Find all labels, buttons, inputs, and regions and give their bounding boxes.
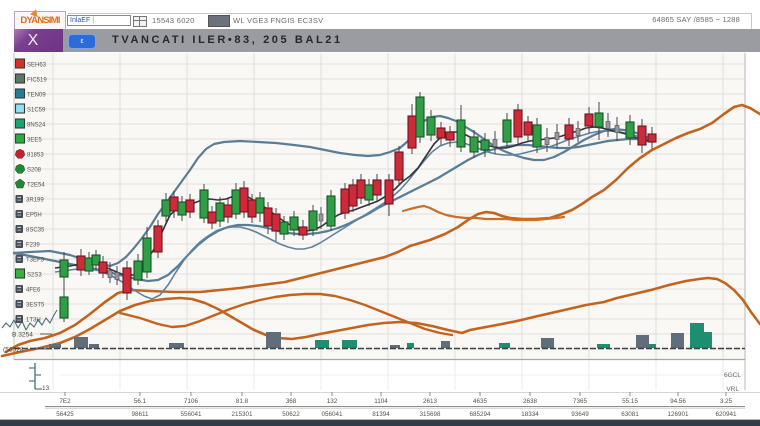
svg-text:56.1: 56.1: [134, 398, 147, 405]
svg-text:81394: 81394: [372, 411, 390, 418]
svg-text:98611: 98611: [131, 411, 149, 418]
svg-text:556041: 556041: [180, 411, 202, 418]
svg-text:315698: 315698: [419, 411, 441, 418]
svg-text:55.15: 55.15: [622, 398, 638, 405]
svg-text:T3EF3: T3EF3: [26, 258, 45, 264]
svg-text:7E2: 7E2: [59, 398, 71, 405]
svg-text:3R199: 3R199: [26, 198, 44, 204]
svg-text:3EE5: 3EE5: [27, 138, 42, 144]
svg-text:4635: 4635: [473, 398, 488, 405]
svg-text:126901: 126901: [667, 411, 689, 418]
svg-text:1T3H: 1T3H: [26, 318, 41, 324]
svg-text:18334: 18334: [521, 411, 539, 418]
svg-text:93649: 93649: [571, 411, 589, 418]
svg-text:4FE6: 4FE6: [26, 288, 41, 294]
svg-text:S2S3: S2S3: [27, 273, 42, 279]
svg-text:685294: 685294: [469, 411, 491, 418]
svg-text:215301: 215301: [231, 411, 253, 418]
svg-text:620941: 620941: [715, 411, 737, 418]
svg-text:368: 368: [286, 398, 297, 405]
svg-text:T2E54: T2E54: [27, 183, 45, 189]
svg-text:50622: 50622: [282, 411, 300, 418]
svg-text:13: 13: [42, 385, 50, 392]
svg-text:S1C59: S1C59: [27, 108, 46, 114]
svg-text:B.3254: B.3254: [12, 332, 33, 339]
svg-text:(56528: (56528: [3, 347, 24, 354]
svg-text:2638: 2638: [523, 398, 538, 405]
svg-text:1104: 1104: [374, 398, 388, 405]
svg-text:TEN09: TEN09: [27, 93, 46, 99]
svg-text:8NS24: 8NS24: [27, 123, 46, 129]
svg-text:81853: 81853: [27, 153, 44, 159]
svg-text:SEH63: SEH63: [27, 63, 47, 69]
svg-text:56425: 56425: [56, 411, 74, 418]
svg-text:7106: 7106: [184, 398, 199, 405]
svg-text:3EST5: 3EST5: [26, 303, 45, 309]
svg-text:056041: 056041: [321, 411, 343, 418]
svg-text:S208: S208: [27, 168, 42, 174]
svg-text:2613: 2613: [423, 398, 438, 405]
svg-text:6GCL: 6GCL: [724, 372, 741, 379]
svg-text:94.56: 94.56: [670, 398, 686, 405]
svg-text:7365: 7365: [573, 398, 588, 405]
svg-text:3.25: 3.25: [720, 398, 733, 405]
svg-text:F239: F239: [26, 243, 40, 249]
svg-text:81.8: 81.8: [236, 398, 249, 405]
svg-text:FIC519: FIC519: [27, 78, 47, 84]
svg-text:63081: 63081: [621, 411, 639, 418]
svg-text:132: 132: [327, 398, 338, 405]
svg-text:VRL: VRL: [726, 386, 739, 393]
svg-text:EP5H: EP5H: [26, 213, 42, 219]
svg-text:8SC35: 8SC35: [26, 228, 45, 234]
